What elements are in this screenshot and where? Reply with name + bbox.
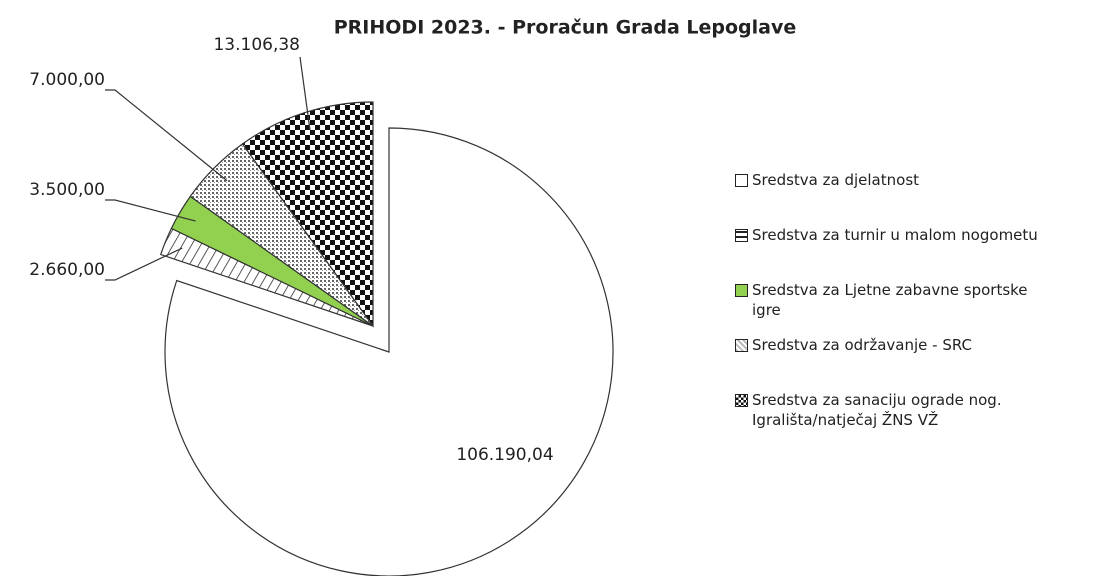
legend-swatch	[735, 339, 748, 352]
legend-item: Sredstva za Ljetne zabavne sportske igre	[735, 280, 1095, 319]
legend-label: Sredstva za Ljetne zabavne sportske igre	[752, 281, 1028, 319]
data-label: 106.190,04	[456, 445, 553, 465]
legend-swatch	[735, 229, 748, 242]
legend-label: Sredstva za djelatnost	[752, 171, 920, 189]
legend-item: Sredstva za turnir u malom nogometu	[735, 225, 1095, 260]
legend-item: Sredstva za djelatnost	[735, 170, 1095, 205]
data-label: 7.000,00	[29, 70, 105, 90]
pie-slice	[164, 127, 614, 576]
legend-label: Sredstva za turnir u malom nogometu	[752, 226, 1038, 244]
leader-line	[105, 89, 228, 182]
legend-swatch	[735, 174, 748, 187]
legend-swatch	[735, 284, 748, 297]
data-label: 13.106,38	[213, 35, 300, 55]
legend: Sredstva za djelatnost Sredstva za turnir…	[735, 170, 1095, 445]
data-label: 3.500,00	[29, 180, 105, 200]
pie-slice	[241, 101, 374, 328]
legend-label: Sredstva za održavanje - SRC	[752, 336, 972, 354]
legend-item: Sredstva za održavanje - SRC	[735, 335, 1095, 370]
legend-swatch	[735, 394, 748, 407]
chart-title: PRIHODI 2023. - Proračun Grada Lepoglave	[334, 17, 797, 39]
leader-line	[105, 199, 196, 222]
legend-label: Sredstva za sanaciju ograde nog. Igrališ…	[752, 391, 1002, 429]
leader-line	[105, 247, 183, 281]
leader-line	[299, 56, 311, 130]
data-label: 2.660,00	[29, 260, 105, 280]
legend-item: Sredstva za sanaciju ograde nog. Igrališ…	[735, 390, 1095, 429]
